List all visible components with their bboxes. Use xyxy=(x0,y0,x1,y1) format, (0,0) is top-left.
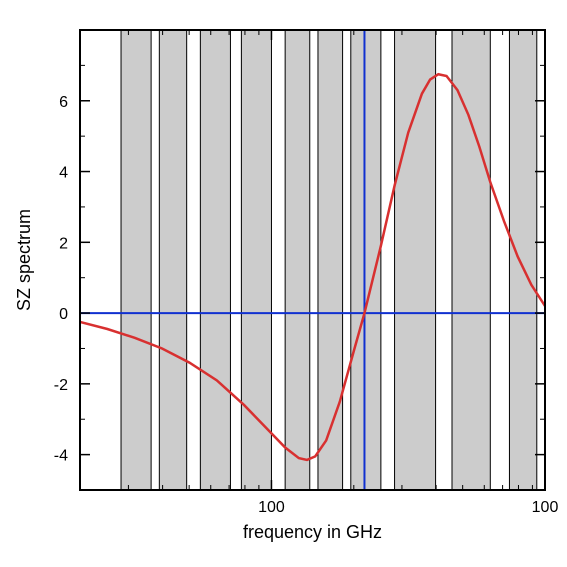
svg-text:100: 100 xyxy=(532,499,559,516)
sz-spectrum-chart: -4 -2 0 2 4 6 100 100 frequency in GHz SZ spectru… xyxy=(0,0,567,567)
svg-text:0: 0 xyxy=(59,306,68,323)
svg-text:4: 4 xyxy=(59,165,68,182)
chart-svg: -4 -2 0 2 4 6 100 100 frequency in GHz SZ spectru… xyxy=(0,0,567,567)
svg-text:2: 2 xyxy=(59,235,68,252)
svg-text:frequency in GHz: frequency in GHz xyxy=(243,522,382,542)
svg-text:100: 100 xyxy=(258,499,285,516)
svg-text:6: 6 xyxy=(59,94,68,111)
svg-text:SZ spectrum: SZ spectrum xyxy=(14,209,34,311)
svg-text:-2: -2 xyxy=(54,377,68,394)
svg-text:-4: -4 xyxy=(54,448,68,465)
